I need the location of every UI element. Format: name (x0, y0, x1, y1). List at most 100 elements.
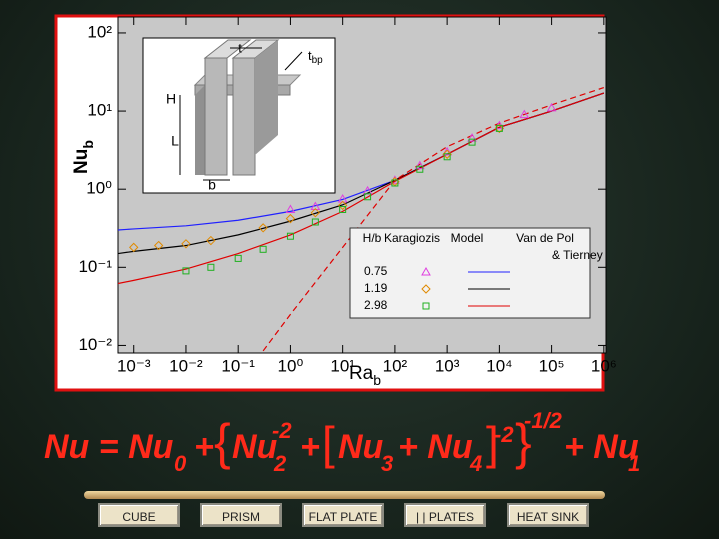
marker-square (182, 267, 190, 275)
legend-header: H/b (363, 231, 382, 245)
marker-triangle (310, 201, 321, 211)
formula-sup: -2 (494, 422, 514, 447)
marker-square (339, 205, 347, 213)
marker-diamond (421, 284, 431, 294)
marker-square (416, 165, 424, 173)
nav-button[interactable]: | | PLATES (404, 503, 486, 527)
marker-triangle (414, 160, 425, 170)
legend-header: Model (451, 231, 484, 245)
y-axis-title-sub: b (80, 140, 96, 149)
formula-part: + Nu (564, 428, 639, 466)
marker-diamond (129, 242, 139, 253)
formula-sub: 4 (470, 451, 483, 476)
x-tick-label: 10⁴ (486, 356, 512, 375)
y-tick-label: 10⁻¹ (78, 257, 112, 276)
formula-part: Nu = Nu (44, 428, 174, 466)
x-tick-label: 10⁻² (169, 356, 203, 375)
formula-part: + (300, 428, 320, 466)
inset-fin-side (255, 40, 278, 155)
marker-diamond (206, 235, 216, 246)
marker-diamond (310, 207, 321, 218)
marker-diamond (285, 213, 296, 224)
marker-triangle (546, 102, 557, 112)
marker-triangle (421, 266, 431, 276)
inset-label: H (166, 91, 176, 107)
marker-square (495, 124, 503, 132)
x-tick-label: 10⁰ (278, 356, 304, 375)
marker-diamond (181, 239, 191, 249)
x-tick-label: 10³ (435, 356, 460, 375)
formula-brace: { (214, 414, 231, 470)
formula-sub: 0 (174, 451, 187, 476)
marker-square (286, 232, 294, 240)
marker-square (311, 218, 319, 226)
x-tick-label: 10⁶ (591, 356, 617, 375)
inset-label: t (238, 40, 242, 55)
x-axis-title: Ra (349, 363, 374, 384)
y-tick-label: 10⁰ (86, 179, 112, 198)
marker-diamond (442, 149, 452, 159)
formula-part: Nu (338, 428, 384, 466)
marker-square (259, 245, 267, 253)
legend-label: 2.98 (364, 298, 388, 312)
asymptote-line (262, 86, 605, 352)
inset-fin (195, 85, 205, 175)
x-tick-label: 10⁵ (539, 356, 565, 375)
formula-brace: } (515, 414, 532, 470)
marker-square (207, 263, 215, 271)
marker-square (234, 254, 242, 262)
x-axis-title: Rab (349, 363, 381, 388)
nav-button[interactable]: PRISM (200, 503, 282, 527)
nav-button[interactable]: HEAT SINK (507, 503, 589, 527)
formula-sub: 3 (381, 451, 394, 476)
nav-button[interactable]: CUBE (98, 503, 180, 527)
y-tick-label: 10² (87, 22, 112, 41)
formula-sup: -1/2 (524, 408, 562, 433)
x-tick-label: 10¹ (330, 356, 355, 375)
marker-triangle (519, 109, 530, 119)
formula-bracket: [ (322, 417, 335, 469)
inset-fin (232, 57, 256, 176)
formula-part: Nu (232, 428, 278, 466)
formula-part: + (194, 428, 214, 466)
y-axis-title: Nu (71, 149, 92, 174)
marker-diamond (258, 223, 268, 233)
nav-button[interactable]: FLAT PLATE (302, 503, 384, 527)
formula-sub: 2 (274, 451, 287, 476)
inset-label-sub: bp (312, 55, 324, 66)
marker-triangle (442, 146, 452, 156)
model-line (118, 92, 605, 285)
marker-triangle (467, 133, 477, 142)
x-tick-label: 10⁻³ (117, 356, 151, 375)
x-axis-title-sub: b (373, 372, 381, 388)
y-axis-title: Nub (71, 140, 96, 174)
legend-header: Van de Pol (516, 231, 574, 245)
marker-square (443, 153, 451, 161)
inset-dim-line (284, 51, 303, 71)
inset-fin (204, 57, 228, 176)
x-tick-label: 10² (383, 356, 408, 375)
inset-label: tbp (308, 48, 323, 65)
y-tick-label: 10⁻² (78, 335, 112, 354)
legend-label: 1.19 (364, 281, 388, 295)
inset-fin-top (203, 39, 252, 59)
marker-square (391, 179, 399, 187)
marker-square (422, 302, 430, 310)
inset-label: t (308, 48, 312, 63)
marker-square (468, 138, 476, 146)
legend-label: 0.75 (364, 264, 388, 278)
button-rail (84, 491, 605, 499)
chart: 10⁻³ 10⁻² 10⁻¹ 10⁰ 10¹ 10² 10³ 10⁴ 10⁵ 10⁶ 10⁻² 10⁻… (54, 14, 617, 392)
marker-diamond (153, 240, 164, 251)
formula-part: + Nu (398, 428, 473, 466)
x-tick-label: 10⁻¹ (221, 356, 255, 375)
inset-label: b (208, 177, 216, 193)
formula-sup: -2 (272, 418, 292, 443)
curves (118, 86, 605, 352)
marker-triangle (285, 204, 296, 213)
y-tick-label: 10¹ (87, 101, 112, 120)
formula-bracket: ] (486, 417, 499, 469)
legend-header: Karagiozis (384, 231, 440, 245)
legend-box (349, 227, 591, 319)
